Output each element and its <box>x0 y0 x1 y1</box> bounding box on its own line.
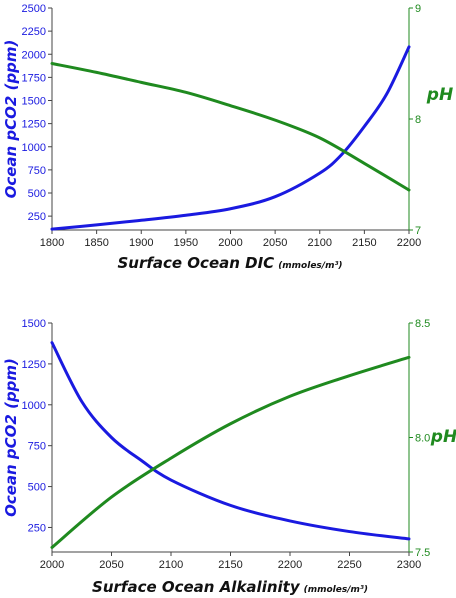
y2-tick-label: 8.5 <box>415 318 430 330</box>
x-tick-label: 1900 <box>129 237 153 249</box>
x-axis-label: Surface Ocean DIC <box>117 254 274 272</box>
x-tick-label: 2100 <box>159 559 183 571</box>
alkalinity-chart: 2000 2050 2100 2150 2200 2250 2300 250 500 750 100… <box>2 318 456 596</box>
ph-series-line <box>50 355 411 549</box>
y2-axis-label: pH <box>426 85 453 105</box>
y-tick-label: 1250 <box>22 119 46 131</box>
x-tick-label: 2250 <box>337 559 361 571</box>
y-tick-label: 250 <box>28 522 46 534</box>
y-tick-label: 1500 <box>22 96 46 108</box>
y-tick-label: 1750 <box>22 72 46 84</box>
y2-tick-label: 7.5 <box>415 547 430 559</box>
x-tick-label: 2050 <box>99 559 123 571</box>
x-tick-label: 2000 <box>40 559 64 571</box>
y-tick-label: 500 <box>28 188 46 200</box>
dic-chart: 1800 1850 1900 1950 2000 2050 2100 2150 2200 250 5… <box>2 3 453 272</box>
ph-series-line <box>50 62 411 192</box>
x-tick-label: 2150 <box>352 237 376 249</box>
y-axis-label: Ocean pCO2 (ppm) <box>2 358 20 517</box>
y-tick-label: 1000 <box>22 400 46 412</box>
pco2-series-line <box>50 45 411 231</box>
x-tick-label: 2050 <box>263 237 287 249</box>
y-tick-label: 1000 <box>22 142 46 154</box>
x-tick-label: 1800 <box>40 237 64 249</box>
x-tick-label: 2200 <box>278 559 302 571</box>
x-axis-unit: (mmoles/m³) <box>278 261 342 271</box>
x-tick-label: 2200 <box>397 237 421 249</box>
y-tick-label: 2250 <box>22 26 46 38</box>
pco2-series-line <box>50 341 411 541</box>
y2-tick-label: 7 <box>415 225 421 237</box>
y2-tick-label: 9 <box>415 3 421 15</box>
x-tick-label: 1950 <box>174 237 198 249</box>
y-tick-label: 750 <box>28 165 46 177</box>
y-tick-label: 750 <box>28 441 46 453</box>
y2-tick-label: 8.0 <box>415 433 430 445</box>
y-axis-label: Ocean pCO2 (ppm) <box>2 40 20 199</box>
y2-axis-label: pH <box>430 427 456 447</box>
y-tick-label: 2000 <box>22 49 46 61</box>
y-tick-label: 2500 <box>22 3 46 15</box>
x-tick-label: 2000 <box>218 237 242 249</box>
x-axis-label-group: Surface Ocean Alkalinity (mmoles/m³) <box>92 578 368 596</box>
y2-tick-label: 8 <box>415 114 421 126</box>
y-tick-label: 1500 <box>22 318 46 330</box>
x-tick-label: 1850 <box>84 237 108 249</box>
x-tick-label: 2300 <box>397 559 421 571</box>
y-tick-label: 250 <box>28 211 46 223</box>
y-tick-label: 500 <box>28 482 46 494</box>
x-axis-unit: (mmoles/m³) <box>304 585 368 595</box>
x-tick-label: 2150 <box>218 559 242 571</box>
x-axis-label-group: Surface Ocean DIC (mmoles/m³) <box>117 254 342 272</box>
x-axis-label: Surface Ocean Alkalinity <box>92 578 301 596</box>
y-tick-label: 1250 <box>22 359 46 371</box>
x-tick-label: 2100 <box>308 237 332 249</box>
